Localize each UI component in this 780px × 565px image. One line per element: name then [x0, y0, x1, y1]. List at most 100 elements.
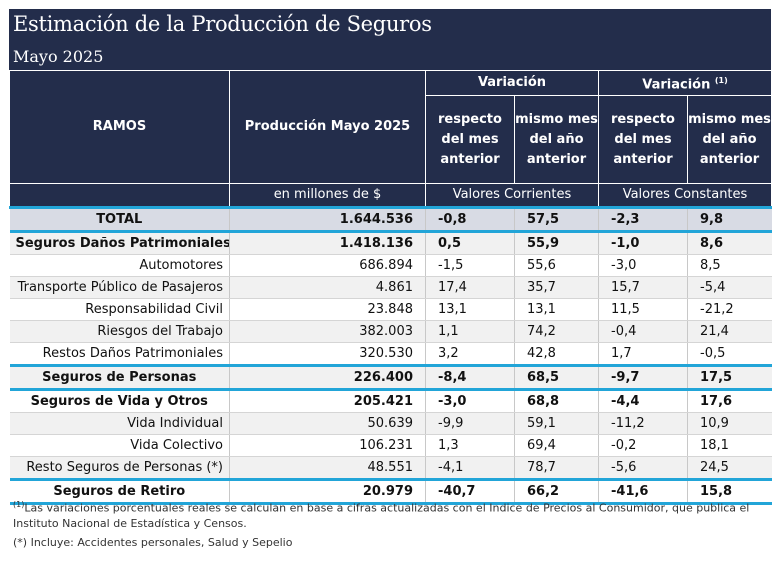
produccion-cell: 23.848 — [229, 298, 426, 322]
ramo-cell: Transporte Público de Pasajeros — [9, 276, 230, 300]
report-frame: Estimación de la Producción de Seguros M… — [9, 9, 773, 506]
variacion-cell: -8,4 — [425, 364, 515, 391]
header-produccion: Producción Mayo 2025 — [229, 69, 426, 185]
produccion-cell: 226.400 — [229, 364, 426, 391]
variacion-cell: 17,4 — [425, 276, 515, 300]
ramo-cell: Restos Daños Patrimoniales — [9, 342, 230, 367]
variacion-cell: 55,9 — [514, 230, 599, 256]
table-row: Resto Seguros de Personas (*) 48.551 -4,1 7… — [9, 456, 772, 481]
ramo-cell: Seguros de Personas — [9, 364, 230, 391]
table-row: Automotores 686.894 -1,5 55,6 -3,0 8,5 — [9, 254, 772, 278]
ramo-cell: Vida Individual — [9, 412, 230, 436]
ramo-cell: Responsabilidad Civil — [9, 298, 230, 322]
variacion-cell: 17,5 — [687, 364, 772, 391]
footnotes: (1)Las variaciones porcentuales reales s… — [13, 497, 780, 550]
produccion-cell: 48.551 — [229, 456, 426, 481]
header-respecto-mes-corrientes: respecto del mes anterior — [425, 95, 515, 185]
variacion-cell: 42,8 — [514, 342, 599, 367]
variacion-cell: 57,5 — [514, 206, 599, 233]
variacion-cell: 21,4 — [687, 320, 772, 344]
ramo-cell: TOTAL — [9, 206, 230, 233]
variacion-cell: -0,5 — [687, 342, 772, 367]
variacion-cell: 68,8 — [514, 388, 599, 414]
variacion-cell: 59,1 — [514, 412, 599, 436]
ramo-cell: Vida Colectivo — [9, 434, 230, 458]
report-subtitle: Mayo 2025 — [13, 47, 104, 66]
ramo-cell: Seguros Daños Patrimoniales — [9, 230, 230, 256]
header-mismo-mes-constantes: mismo mes del año anterior — [686, 95, 773, 185]
table-row: TOTAL 1.644.536 -0,8 57,5 -2,3 9,8 — [9, 206, 772, 233]
variacion-cell: 1,7 — [598, 342, 688, 367]
variacion-cell: -0,8 — [425, 206, 515, 233]
variacion-cell: -5,6 — [598, 456, 688, 481]
variacion-cell: 1,1 — [425, 320, 515, 344]
variacion-cell: 13,1 — [425, 298, 515, 322]
variacion-cell: 1,3 — [425, 434, 515, 458]
footnote-1: (1)Las variaciones porcentuales reales s… — [13, 500, 750, 530]
variacion-cell: -4,1 — [425, 456, 515, 481]
produccion-cell: 20.979 — [229, 478, 426, 506]
ramo-cell: Seguros de Vida y Otros — [9, 388, 230, 414]
variacion-cell: -4,4 — [598, 388, 688, 414]
produccion-cell: 205.421 — [229, 388, 426, 414]
variacion-cell: 78,7 — [514, 456, 599, 481]
variacion-cell: -0,4 — [598, 320, 688, 344]
variacion-cell: 15,7 — [598, 276, 688, 300]
variacion-cell: -11,2 — [598, 412, 688, 436]
produccion-cell: 1.418.136 — [229, 230, 426, 256]
footnote-2: (*) Incluye: Accidentes personales, Salu… — [13, 535, 293, 549]
variacion-cell: -1,5 — [425, 254, 515, 278]
variacion-cell: 15,8 — [687, 478, 772, 506]
ramo-cell: Automotores — [9, 254, 230, 278]
variacion-cell: -9,7 — [598, 364, 688, 391]
header-respecto-mes-constantes: respecto del mes anterior — [598, 95, 688, 185]
variacion-cell: 35,7 — [514, 276, 599, 300]
produccion-cell: 686.894 — [229, 254, 426, 278]
variacion-cell: 8,6 — [687, 230, 772, 256]
variacion-cell: 66,2 — [514, 478, 599, 506]
variacion-cell: 9,8 — [687, 206, 772, 233]
variacion-cell: 0,5 — [425, 230, 515, 256]
ramo-cell: Resto Seguros de Personas (*) — [9, 456, 230, 481]
variacion-cell: 18,1 — [687, 434, 772, 458]
variacion-cell: 55,6 — [514, 254, 599, 278]
produccion-cell: 320.530 — [229, 342, 426, 367]
variacion-cell: -9,9 — [425, 412, 515, 436]
variacion-cell: -1,0 — [598, 230, 688, 256]
variacion-cell: -2,3 — [598, 206, 688, 233]
variacion-cell: 17,6 — [687, 388, 772, 414]
variacion-cell: 3,2 — [425, 342, 515, 367]
variacion-cell: -40,7 — [425, 478, 515, 506]
variacion-cell: 68,5 — [514, 364, 599, 391]
production-table: RAMOS Producción Mayo 2025 Variación Var… — [9, 69, 773, 506]
variacion-cell: -21,2 — [687, 298, 772, 322]
report-title: Estimación de la Producción de Seguros — [13, 12, 432, 36]
header-empty — [9, 183, 230, 209]
produccion-cell: 1.644.536 — [229, 206, 426, 233]
variacion-cell: 10,9 — [687, 412, 772, 436]
header-variacion-constantes: Variación (1) — [597, 69, 773, 97]
variacion-cell: 11,5 — [598, 298, 688, 322]
header-mismo-mes-corrientes: mismo mes del año anterior — [514, 95, 599, 185]
table-row: Vida Colectivo 106.231 1,3 69,4 -0,2 18,1 — [9, 434, 772, 458]
table-row: Responsabilidad Civil 23.848 13,1 13,1 11,5-… — [9, 298, 772, 322]
variacion-cell: 13,1 — [514, 298, 599, 322]
header-variacion-corrientes: Variación — [425, 69, 599, 97]
table-row: Restos Daños Patrimoniales 320.530 3,2 42,8… — [9, 342, 772, 367]
produccion-cell: 382.003 — [229, 320, 426, 344]
header-valores-constantes: Valores Constantes — [597, 183, 773, 209]
header-valores-corrientes: Valores Corrientes — [425, 183, 599, 209]
variacion-cell: 69,4 — [514, 434, 599, 458]
table-row: Seguros de Retiro 20.979 -40,7 66,2 -41,6 15,… — [9, 478, 772, 506]
produccion-cell: 4.861 — [229, 276, 426, 300]
table-row: Seguros Daños Patrimoniales 1.418.136 0,5 5… — [9, 230, 772, 256]
table-body: TOTAL 1.644.536 -0,8 57,5 -2,3 9,8 Seguros Dañ… — [9, 206, 772, 506]
title-bar: Estimación de la Producción de Seguros M… — [9, 9, 771, 70]
header-ramos: RAMOS — [9, 69, 230, 185]
variacion-cell: -3,0 — [425, 388, 515, 414]
variacion-cell: -41,6 — [598, 478, 688, 506]
produccion-cell: 50.639 — [229, 412, 426, 436]
variacion-cell: -0,2 — [598, 434, 688, 458]
header-unidad: en millones de $ — [229, 183, 426, 209]
variacion-cell: 8,5 — [687, 254, 772, 278]
